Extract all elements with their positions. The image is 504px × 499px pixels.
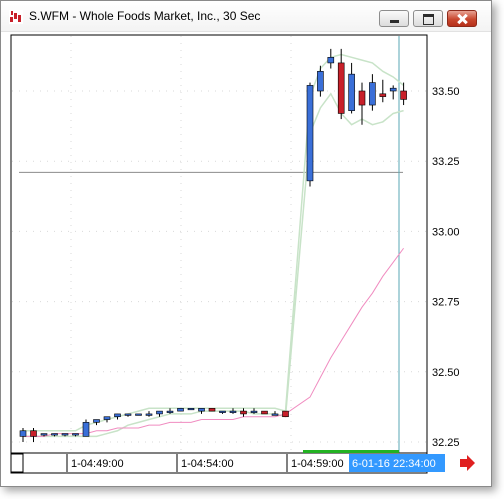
grid [12,36,426,453]
candle [156,410,163,417]
candle-body [114,413,121,418]
candle [389,85,397,100]
close-button[interactable] [447,10,477,27]
price-axis: 33.50 33.25 33.00 32.75 32.50 32.25 [432,86,460,449]
candle-body [166,410,174,413]
candle-body [19,430,27,437]
candle-body [30,430,37,437]
candles [19,48,407,442]
candle [208,408,216,412]
time-tick-label: 1-04:49:00 [71,458,124,470]
chart-app-icon [9,10,23,24]
candle [358,82,366,125]
candle-body [400,90,407,100]
maximize-button[interactable] [413,10,443,27]
candle [135,413,142,416]
price-tick-label: 33.25 [432,156,460,168]
candle [103,416,111,423]
price-tick-label: 33.50 [432,86,460,98]
candle-body [208,408,216,412]
candle [166,408,174,414]
chart-window: S.WFM - Whole Foods Market, Inc., 30 Sec… [0,0,492,487]
price-tick-label: 33.00 [432,226,460,238]
candle [250,408,258,414]
candle [317,65,324,97]
candle [229,408,237,414]
candle [379,79,387,103]
candle-body [82,422,90,437]
candle-body [389,87,397,92]
minimize-button[interactable] [379,10,409,27]
candle-body [369,82,376,106]
candle-body [72,433,79,436]
candle-body [327,57,335,64]
candle-body [337,62,345,114]
candle [327,48,335,69]
candle [124,413,132,417]
candle [19,427,27,442]
candle-body [306,85,314,182]
candle-body [145,413,153,416]
candle-body [379,93,387,97]
window-title: S.WFM - Whole Foods Market, Inc., 30 Sec [29,9,261,23]
candle [82,419,90,437]
candle [30,427,37,442]
candle-body [61,433,69,436]
candle-body [348,73,355,111]
candle [337,48,345,120]
candle [348,62,355,114]
candle-body [229,410,237,413]
time-tick-label: 1-04:59:00 [291,458,344,470]
title-bar[interactable]: S.WFM - Whole Foods Market, Inc., 30 Sec [1,1,491,32]
candle [271,411,279,416]
candle [240,408,247,417]
cursor-time-label: 6-01-16 22:34:00 [352,458,436,470]
candle-body [93,419,100,423]
volume-indicator-bar [303,450,399,453]
candle-body [124,413,132,416]
candle [72,433,79,437]
time-tick-label: 1-04:54:00 [181,458,234,470]
price-tick-label: 32.75 [432,297,460,309]
candle [51,433,58,437]
candle [114,413,121,420]
candle [369,74,376,111]
candle [187,408,195,411]
candle [219,410,226,414]
price-chart[interactable]: 33.50 33.25 33.00 32.75 32.50 32.25 1-04:49:0… [1,1,491,486]
price-tick-label: 32.25 [432,437,460,449]
candle-body [156,410,163,415]
cursor-time-highlight [349,454,445,472]
candle [306,82,314,187]
candle-body [219,410,226,413]
candle [400,82,407,106]
candle [177,408,184,412]
scroll-right-button[interactable] [460,455,475,471]
candle [61,433,69,437]
price-tick-label: 32.50 [432,367,460,379]
candle-body [40,433,48,436]
candle-body [51,433,58,436]
candle-body [271,413,279,416]
candle-body [250,410,258,413]
candle [261,410,268,415]
candle-body [261,410,268,415]
candle [198,408,205,414]
time-axis-scroll-box[interactable] [10,453,24,473]
candle [40,433,48,437]
candle [93,419,100,426]
candle-body [240,410,247,415]
candle-body [135,413,142,416]
candle [282,410,289,418]
candle-body [282,410,289,418]
candle-body [198,408,205,412]
time-axis: 1-04:49:00 1-04:54:00 1-04:59:00 6-01-16 22… [66,454,445,472]
candle-body [187,408,195,411]
candle-body [177,408,184,412]
candle-body [358,90,366,106]
right-arrow-icon [460,455,475,471]
candle-body [317,71,324,92]
candle [145,411,153,417]
candle-body [103,416,111,420]
